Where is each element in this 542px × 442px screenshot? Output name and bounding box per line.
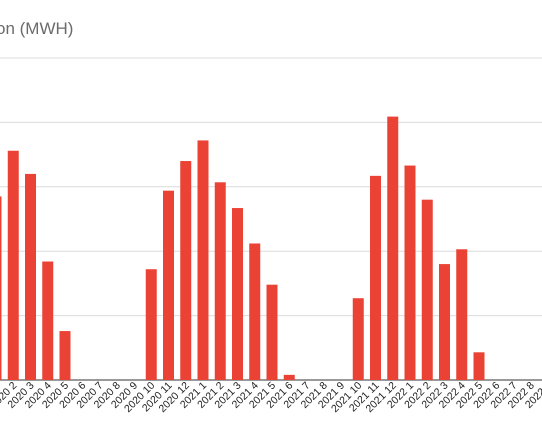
bar-2022-1 [404, 165, 416, 380]
bar-2021-10 [352, 298, 364, 380]
bar-2020-5 [59, 331, 71, 380]
bar-2021-12 [387, 116, 399, 380]
bar-2022-5 [473, 352, 485, 380]
bar-2022-3 [439, 264, 450, 380]
bar-2020-2 [7, 150, 19, 380]
chart-title: on (MWH) [0, 19, 74, 38]
bar-2021-3 [232, 208, 243, 380]
bar-2021-6 [283, 374, 295, 380]
bar-2020-11 [163, 190, 174, 380]
bar-2021-11 [370, 175, 381, 380]
bars [0, 116, 485, 380]
bar-2021-2 [214, 182, 226, 380]
bar-2020-1 [0, 196, 2, 380]
bar-2020-4 [42, 261, 54, 380]
bar-2020-10 [145, 269, 157, 380]
bar-2020-12 [180, 161, 192, 380]
bar-2022-2 [421, 199, 433, 380]
bar-2020-3 [25, 173, 36, 380]
bar-2021-4 [249, 243, 261, 380]
bar-2022-4 [456, 249, 468, 380]
bar-2021-5 [266, 284, 278, 380]
bar-2021-1 [197, 140, 209, 380]
